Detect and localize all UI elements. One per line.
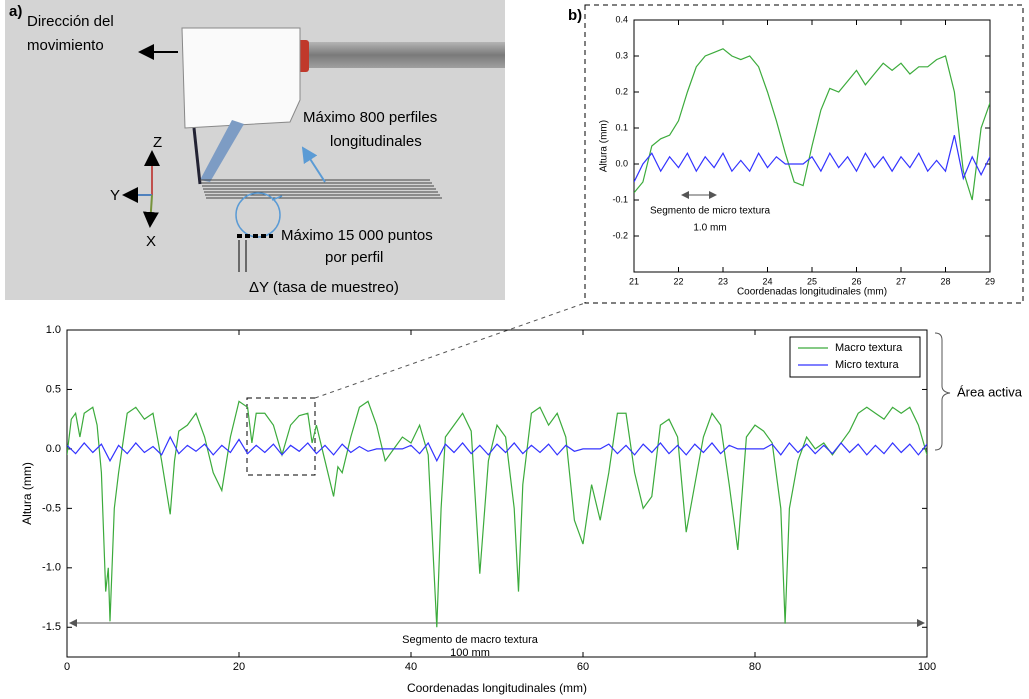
- x-tick-label: 21: [629, 276, 639, 286]
- y-tick-label: 0.0: [46, 443, 61, 455]
- y-tick-label: 0.0: [615, 158, 628, 168]
- x-tick-label: 0: [64, 661, 70, 673]
- beam: [305, 42, 505, 68]
- zoom-connector: [314, 302, 586, 399]
- laser-rod: [200, 120, 244, 182]
- x-tick-label: 24: [762, 276, 772, 286]
- diagram-label: Máximo 15 000 puntos: [281, 227, 433, 244]
- annotation: Segmento de micro textura: [650, 206, 770, 217]
- profiles: [200, 179, 442, 199]
- y-tick-label: -1.5: [42, 621, 61, 633]
- x-tick-label: 27: [896, 276, 906, 286]
- y-tick-label: 0.4: [615, 14, 628, 24]
- diagram-label: ΔY (tasa de muestreo): [249, 279, 399, 296]
- data-line: [67, 400, 927, 628]
- annotation: Segmento de macro textura: [402, 634, 539, 646]
- y-tick-label: 0.1: [615, 122, 628, 132]
- x-tick-label: 26: [851, 276, 861, 286]
- diagram-label: por perfil: [325, 249, 383, 266]
- x-tick-label: 40: [405, 661, 417, 673]
- y-axis-label: Altura (mm): [20, 462, 34, 525]
- x-tick-label: 25: [807, 276, 817, 286]
- x-tick-label: 100: [918, 661, 936, 673]
- zoom-link: [271, 195, 283, 201]
- x-tick-label: 20: [233, 661, 245, 673]
- x-tick-label: 28: [940, 276, 950, 286]
- annotation: Área activa: [957, 384, 1023, 399]
- x-tick-label: 23: [718, 276, 728, 286]
- diagram-label: Y: [110, 187, 120, 204]
- legend-label: Macro textura: [835, 342, 903, 354]
- x-tick-label: 80: [749, 661, 761, 673]
- data-line: [634, 48, 990, 201]
- x-axis: [142, 194, 159, 228]
- x-tick-label: 60: [577, 661, 589, 673]
- x-tick-label: 22: [673, 276, 683, 286]
- laser-line: [192, 127, 202, 185]
- data-line: [67, 435, 927, 463]
- x-axis-label: Coordenadas longitudinales (mm): [407, 681, 587, 695]
- x-axis-label: Coordenadas longitudinales (mm): [737, 287, 887, 298]
- brace: [934, 332, 951, 451]
- diagram-label: X: [146, 233, 156, 250]
- annotation: 100 mm: [450, 647, 490, 659]
- panel-a: a) Dirección del movimiento Máximo 800 p…: [5, 0, 505, 300]
- y-tick-label: -0.5: [42, 502, 61, 514]
- diagram-label: Z: [153, 134, 162, 151]
- y-axis-label: Altura (mm): [599, 120, 610, 172]
- y-tick-label: -0.2: [612, 230, 628, 240]
- y-tick-label: 0.2: [615, 86, 628, 96]
- y-tick-label: -0.1: [612, 194, 628, 204]
- diagram-label: movimiento: [27, 37, 104, 54]
- panel-label: b): [568, 7, 582, 24]
- y-tick-label: 0.3: [615, 50, 628, 60]
- y-tick-label: 1.0: [46, 324, 61, 336]
- diagram-label: Dirección del: [27, 13, 114, 30]
- annotation: 1.0 mm: [693, 223, 726, 234]
- plot-frame: [66, 329, 928, 658]
- panel-label: a): [9, 3, 22, 20]
- diagram-label: Máximo 800 perfiles: [303, 109, 437, 126]
- x-tick-label: 29: [985, 276, 995, 286]
- y-tick-label: 0.5: [46, 383, 61, 395]
- legend-label: Micro textura: [835, 359, 899, 371]
- profiles-arrow: [301, 146, 326, 183]
- legend-box: [789, 336, 921, 378]
- zoom-box: [246, 397, 316, 476]
- data-line: [634, 135, 990, 183]
- sensor-box: [181, 27, 301, 129]
- y-tick-label: -1.0: [42, 562, 61, 574]
- inset-frame: [584, 4, 1024, 304]
- diagram-label: longitudinales: [330, 133, 422, 150]
